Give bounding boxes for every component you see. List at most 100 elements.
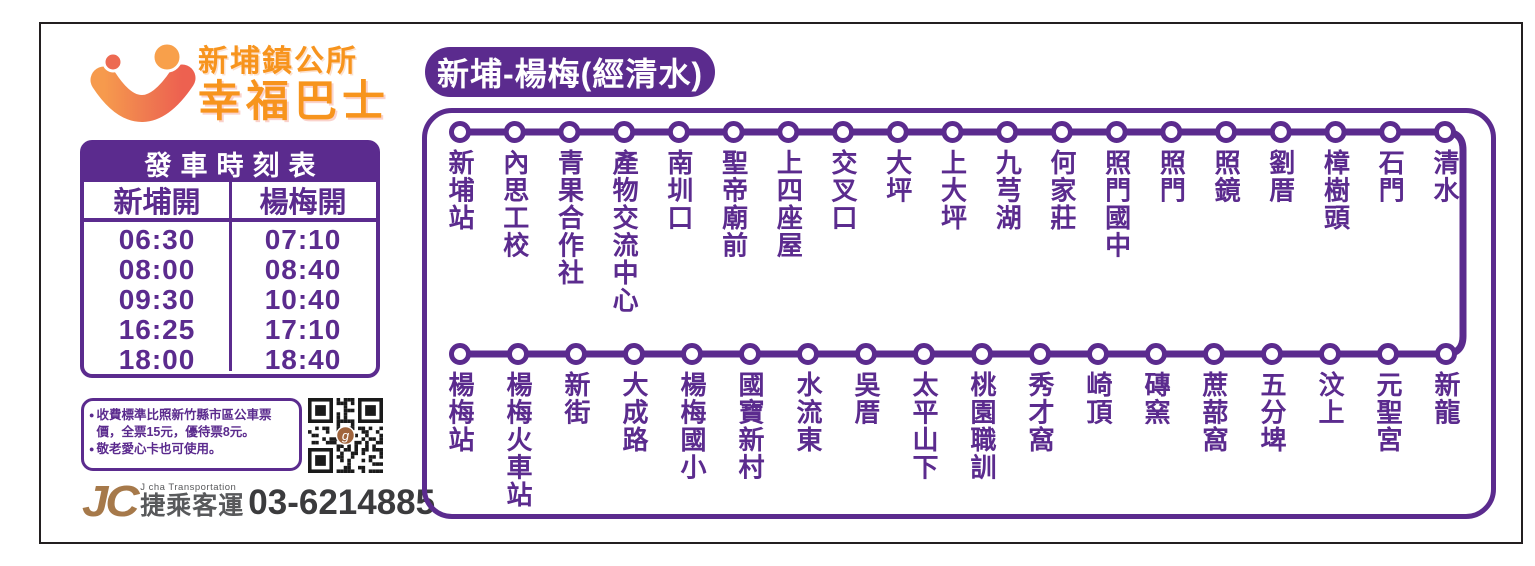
route-stop-dot: [1261, 343, 1283, 365]
route-stop-label: 新埔站: [445, 149, 475, 232]
route-stop-label: 上四座屋: [773, 149, 804, 259]
route-stop-label: 國寶新村: [735, 371, 765, 481]
brand-name: 幸福巴士: [198, 77, 390, 126]
route-stop-dot: [503, 121, 526, 143]
route-stop-label: 秀才窩: [1025, 371, 1055, 454]
route-stop-label: 大坪: [882, 149, 913, 204]
route-stop-dot: [1145, 343, 1167, 365]
route-stop-dot: [971, 343, 993, 365]
route-stop-dot: [722, 121, 745, 143]
route-stop-label: 楊梅站: [445, 371, 475, 454]
route-stop-dot: [739, 343, 761, 365]
fare-box: ● 收費標準比照新竹縣市區公車票價，全票15元，優待票8元。 ● 敬老愛心卡也可使用。: [81, 398, 302, 471]
timetable-cell: 18:40: [264, 344, 342, 375]
timetable-row: 08:00 08:40: [84, 254, 376, 285]
route-stop-label: 聖帝廟前: [718, 149, 749, 259]
route-stop-label: 元聖宮: [1373, 371, 1403, 454]
timetable-row: 18:00 18:40: [84, 344, 376, 375]
smiley-logo: [88, 41, 196, 127]
timetable-cell: 17:10: [264, 314, 342, 345]
route-stop-dot: [777, 121, 800, 143]
route-stop-dot: [1319, 343, 1341, 365]
route-stop-label: 吳厝: [851, 371, 881, 426]
timetable-row: 16:25 17:10: [84, 314, 376, 345]
brand-block: 新埔鎮公所 幸福巴士: [198, 46, 390, 125]
route-stop-dot: [832, 121, 855, 143]
operator-block: JC J cha Transportation 捷乘客運 03-6214885: [82, 479, 436, 523]
route-stop-label: 水流東: [793, 371, 823, 454]
route-stop-label: 南圳口: [663, 149, 694, 232]
route-line: [449, 121, 1467, 365]
route-stop-label: 五分埤: [1257, 371, 1287, 454]
route-stop-dot: [507, 343, 529, 365]
route-stop-dot: [1433, 121, 1456, 143]
timetable-row: 06:30 07:10: [84, 224, 376, 255]
fare-note-text: 收費標準比照新竹縣市區公車票價，全票15元，優待票8元。: [96, 408, 272, 439]
timetable-cell: 09:30: [118, 284, 196, 315]
svg-text:g: g: [342, 428, 350, 443]
route-stop-label: 照門: [1156, 149, 1187, 204]
route-stop-dot: [996, 121, 1019, 143]
route-stop-label: 蔗蔀窩: [1199, 371, 1229, 454]
route-stop-dot: [681, 343, 703, 365]
timetable-col-yangmei: 楊梅開: [259, 187, 347, 219]
route-stop-dot: [558, 121, 581, 143]
fare-note: ● 敬老愛心卡也可使用。: [89, 441, 295, 458]
route-stop-dot: [1203, 343, 1225, 365]
fare-note-text: 敬老愛心卡也可使用。: [96, 442, 222, 456]
timetable-title: 發車時刻表: [84, 144, 376, 182]
fare-notes: ● 收費標準比照新竹縣市區公車票價，全票15元，優待票8元。 ● 敬老愛心卡也可使用。: [89, 407, 295, 458]
route-stop-label: 產物交流中心: [609, 149, 640, 314]
route-title: 新埔-楊梅(經清水): [425, 47, 715, 97]
route-stop-label: 何家莊: [1046, 149, 1077, 232]
timetable-cell: 08:00: [118, 254, 196, 285]
route-stop-label: 清水: [1429, 149, 1460, 204]
route-stop-label: 石門: [1375, 149, 1406, 204]
route-stop-dot: [623, 343, 645, 365]
route-stop-dot: [1269, 121, 1292, 143]
qr-code-svg: g: [308, 398, 383, 473]
route-map-border: [422, 108, 1496, 519]
timetable-cell: 16:25: [118, 314, 196, 345]
route-stop-label: 太平山下: [909, 371, 939, 481]
route-stop-dot: [1160, 121, 1183, 143]
qr-code-icon: g: [308, 398, 383, 473]
route-stop-dot: [913, 343, 935, 365]
route-stop-label: 楊梅火車站: [503, 371, 533, 509]
operator-phone: 03-6214885: [248, 483, 436, 522]
operator-name-en: J cha Transportation: [140, 482, 237, 493]
brand-org: 新埔鎮公所: [198, 45, 358, 78]
route-stop-label: 樟樹頭: [1320, 149, 1351, 232]
timetable-cell: 08:40: [264, 254, 342, 285]
route-stop-dot: [1379, 121, 1402, 143]
route-stop-label: 新街: [561, 371, 591, 426]
fare-note: ● 收費標準比照新竹縣市區公車票價，全票15元，優待票8元。: [89, 407, 295, 440]
route-stop-label: 上大坪: [937, 149, 968, 232]
route-map: 新埔站 內思工校 青果合作社 產物交流中心 南圳口 聖帝廟前 上四座屋 交叉口 大坪 上大坪 九芎湖…: [422, 108, 1496, 519]
dot-bullet-icon: ●: [89, 444, 95, 454]
route-stop-dot: [1435, 343, 1457, 365]
route-stop-dot: [1029, 343, 1051, 365]
route-stop-dot: [1050, 121, 1073, 143]
route-stop-dot: [1087, 343, 1109, 365]
route-stop-dot: [855, 343, 877, 365]
route-stop-label: 照門國中: [1101, 149, 1132, 259]
route-stop-dot: [449, 121, 471, 143]
timetable-body: 06:30 07:10 08:00 08:40 09:30 10:40 16:25 17:10…: [84, 222, 376, 375]
route-stop-label: 劉厝: [1265, 149, 1296, 204]
route-stop-label: 大成路: [619, 371, 649, 454]
route-stop-dot: [797, 343, 819, 365]
route-stop-dot: [886, 121, 909, 143]
route-stop-label: 楊梅國小: [677, 371, 707, 481]
route-stop-dot: [449, 343, 471, 365]
route-stop-label: 照鏡: [1211, 149, 1242, 204]
dot-bullet-icon: ●: [89, 410, 95, 420]
route-stop-label: 交叉口: [828, 149, 859, 232]
route-stop-dot: [613, 121, 636, 143]
timetable-cell: 18:00: [118, 344, 196, 375]
route-stop-label: 新龍: [1431, 371, 1461, 426]
route-stop-dot: [667, 121, 690, 143]
route-stop-label: 內思工校: [499, 149, 530, 259]
operator-name-zh: 捷乘客運: [140, 492, 245, 520]
route-stop-label: 九芎湖: [992, 149, 1023, 232]
